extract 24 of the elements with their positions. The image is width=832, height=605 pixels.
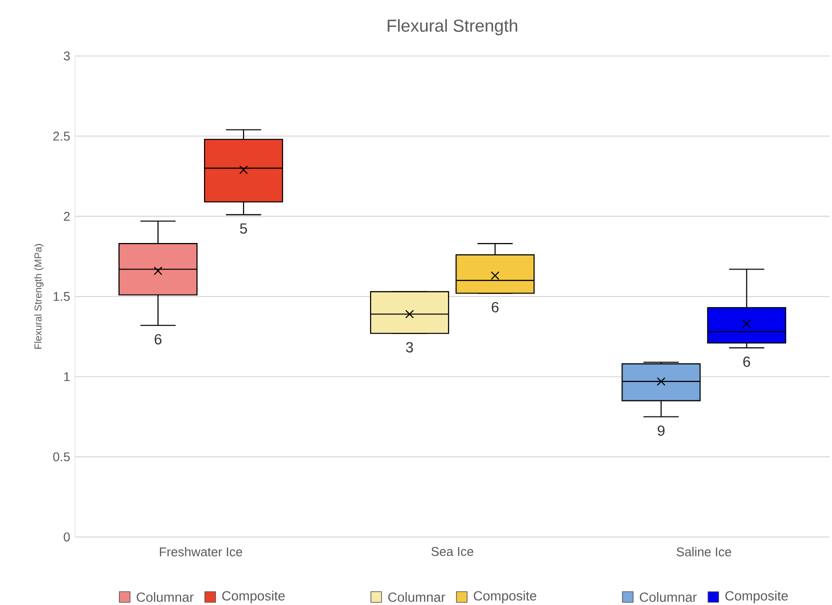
legend-label: Composite xyxy=(222,590,285,604)
legend-label: Columnar xyxy=(640,592,697,602)
text: 9 xyxy=(658,425,665,436)
text: 6 xyxy=(492,302,499,312)
text: 5 xyxy=(240,223,247,234)
legend-label: Composite xyxy=(725,590,788,604)
y-tick-label: 1.5 xyxy=(54,292,70,301)
x-tick-label: Sea Ice xyxy=(431,547,474,556)
y-tick-label: 3 xyxy=(64,52,70,60)
y-axis-title: Flexural Strength (MPa) xyxy=(34,244,44,349)
legend-label: Composite xyxy=(474,590,536,604)
y-tick-label: 0 xyxy=(64,532,70,542)
text: 6 xyxy=(154,334,162,344)
y-tick-label: 2.5 xyxy=(53,132,70,141)
chart-title: Flexural Strength xyxy=(388,19,518,36)
y-tick-label: 0.5 xyxy=(53,452,70,462)
x-tick-label: Saline Ice xyxy=(676,547,732,556)
legend-label: Columnar xyxy=(136,592,194,602)
y-tick-label: 1 xyxy=(64,372,70,382)
y-tick-label: 2 xyxy=(64,212,70,221)
text: 3 xyxy=(406,342,413,352)
legend-label: Columnar xyxy=(388,592,446,602)
text: 6 xyxy=(743,356,750,367)
x-tick-label: Freshwater Ice xyxy=(160,547,242,556)
